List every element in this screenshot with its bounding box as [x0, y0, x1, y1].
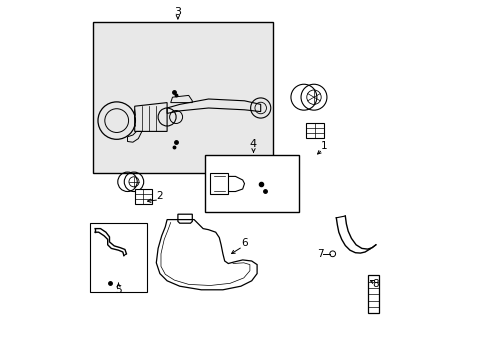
Text: 5: 5: [115, 285, 122, 295]
Bar: [306, 123, 324, 138]
Bar: [93, 22, 273, 173]
Text: 3: 3: [174, 6, 181, 17]
Text: 6: 6: [241, 238, 247, 248]
Bar: [204, 155, 298, 212]
Text: 2: 2: [156, 191, 163, 201]
Text: 4: 4: [249, 139, 257, 149]
Bar: [367, 275, 379, 313]
Circle shape: [329, 251, 335, 257]
Bar: [134, 189, 152, 204]
Bar: [89, 223, 147, 292]
Text: 1: 1: [320, 141, 326, 151]
Text: 7: 7: [316, 249, 323, 259]
Text: 8: 8: [372, 279, 378, 289]
